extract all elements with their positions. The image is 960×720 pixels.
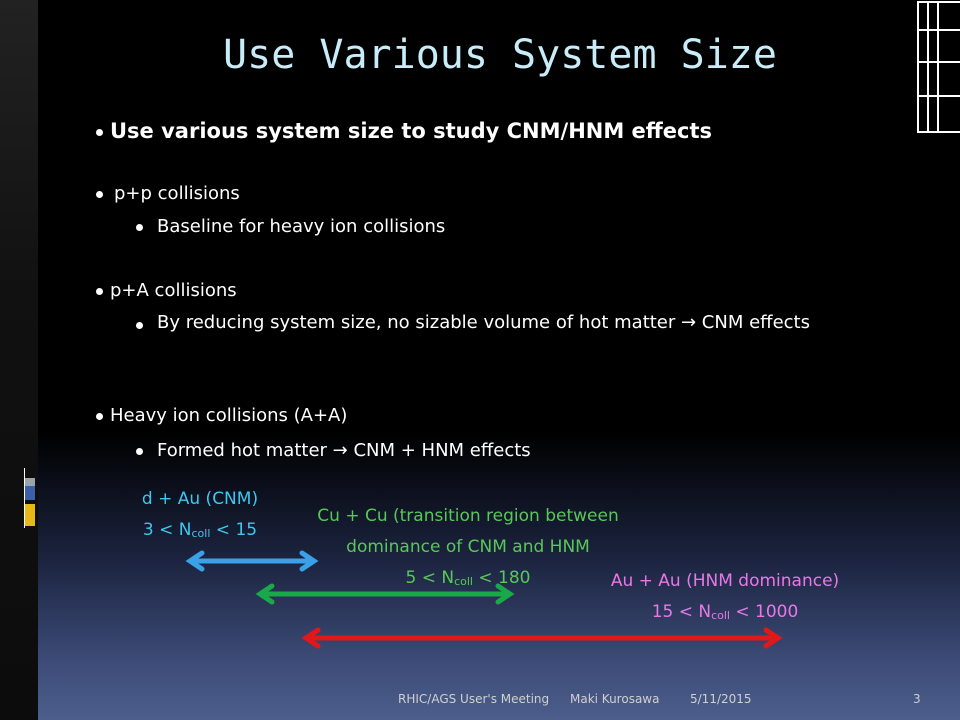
annotation-range: 3 < Ncoll < 15: [90, 515, 310, 549]
deco-line: [24, 468, 25, 528]
annotation-line: Au + Au (HNM dominance): [610, 571, 840, 591]
range-text: 5 < N: [405, 568, 455, 588]
bullet-dot: [96, 288, 103, 295]
bullet: Heavy ion collisions (A+A): [110, 405, 348, 426]
range-text: < 180: [472, 568, 531, 588]
side-strip: [0, 0, 38, 720]
bullet-dot: [136, 448, 143, 455]
footer-date: 5/11/2015: [690, 692, 752, 706]
bullet: p+p collisions: [114, 183, 240, 204]
footer-author: Maki Kurosawa: [570, 692, 660, 706]
bullet-dot: [96, 129, 103, 136]
corner-deco: [917, 1, 960, 133]
arrow-auau: [301, 627, 783, 649]
range-text: 15 < N: [651, 602, 712, 622]
bullet-dot: [136, 322, 143, 329]
arrow-dau: [185, 550, 319, 572]
footer-event: RHIC/AGS User's Meeting: [398, 692, 550, 706]
annotation-line: dominance of CNM and HNM: [346, 537, 590, 557]
bullet: Use various system size to study CNM/HNM…: [110, 119, 713, 143]
range-text: 3 < N: [142, 520, 192, 540]
annotation-line: Cu + Cu (transition region between: [317, 506, 619, 526]
deco-block: [25, 504, 35, 526]
bullet-dot: [96, 191, 103, 198]
arrow-cucu: [255, 583, 515, 605]
title: Use Various System Size: [223, 32, 777, 78]
annotation: d + Au (CNM) 3 < Ncoll < 15: [90, 484, 310, 549]
annotation-range: 5 < Ncoll < 180: [268, 563, 668, 597]
sub-bullet: Baseline for heavy ion collisions: [157, 216, 446, 237]
annotation: Au + Au (HNM dominance) 15 < Ncoll < 100…: [575, 566, 875, 631]
sub-bullet: By reducing system size, no sizable volu…: [157, 312, 810, 333]
deco-block: [25, 486, 35, 500]
annotation: Cu + Cu (transition region between domin…: [268, 501, 668, 597]
range-sub: coll: [454, 575, 473, 588]
range-text: < 1000: [729, 602, 799, 622]
range-sub: coll: [191, 527, 211, 540]
bullet-dot: [136, 224, 143, 231]
range-sub: coll: [711, 609, 730, 622]
annotation-range: 15 < Ncoll < 1000: [575, 597, 875, 631]
annotation-line: d + Au (CNM): [141, 489, 259, 509]
range-text: < 15: [210, 520, 258, 540]
bullet-dot: [96, 413, 103, 420]
bullet: p+A collisions: [110, 280, 237, 301]
sub-bullet: Formed hot matter → CNM + HNM effects: [157, 440, 531, 461]
footer-page: 3: [913, 692, 921, 706]
